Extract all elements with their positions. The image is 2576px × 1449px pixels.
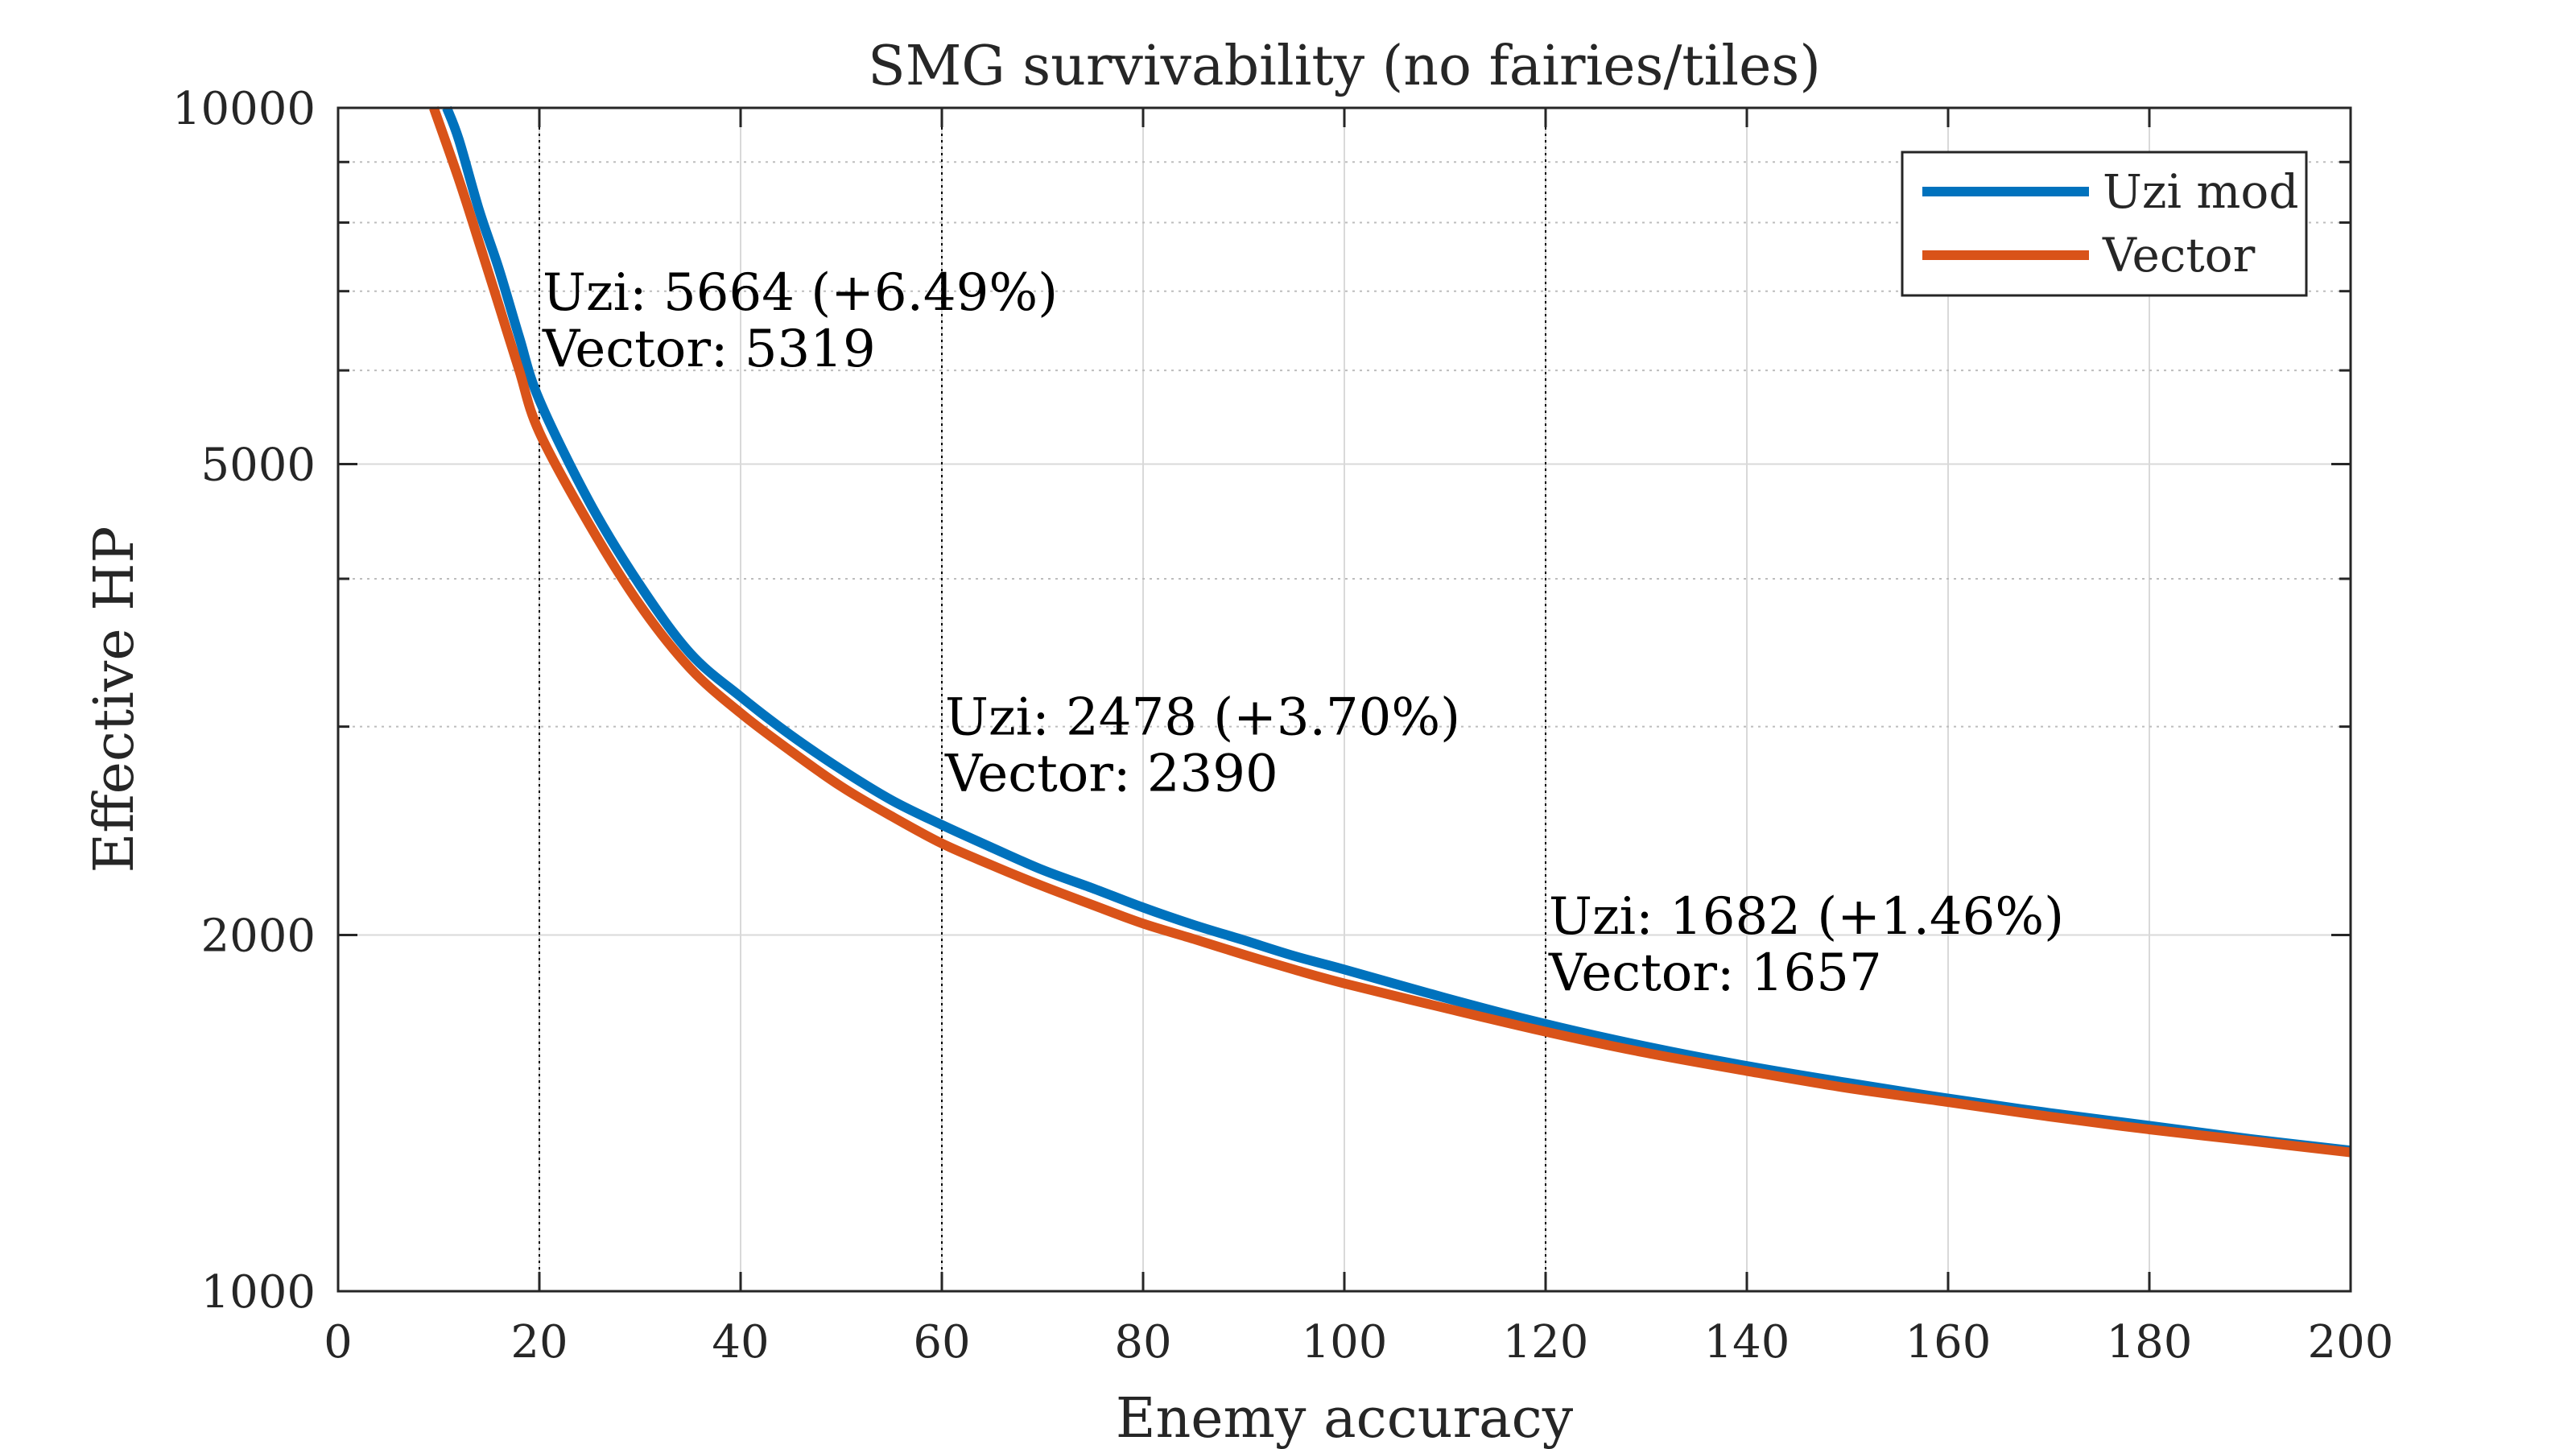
series-line-vector (429, 106, 2351, 1158)
chart-title: SMG survivability (no fairies/tiles) (868, 35, 1821, 98)
x-tick-label: 80 (1114, 1316, 1171, 1368)
x-tick-label: 160 (1905, 1316, 1992, 1368)
y-tick-label: 5000 (200, 440, 316, 492)
ticks: 0 20 40 60 80 100 120 140 160 180 200 1000 2000 5000 1… (172, 83, 2394, 1368)
y-tick-label: 1000 (200, 1266, 316, 1319)
y-tick-label: 10000 (172, 83, 316, 135)
x-tick-label: 100 (1302, 1316, 1388, 1368)
x-tick-label: 60 (913, 1316, 970, 1368)
annotations: Uzi: 5664 (+6.49%)Vector: 5319 Uzi: 2478 … (542, 263, 2064, 1003)
x-tick-label: 120 (1503, 1316, 1589, 1368)
legend-box (1901, 151, 2308, 297)
annotation-vector: Vector: 1657 (1548, 943, 1882, 1003)
legend-label-uzi: Uzi mod (2103, 164, 2298, 219)
x-tick-label: 0 (324, 1316, 353, 1368)
series-lines (429, 105, 2351, 1158)
y-axis-label: Effective HP (83, 526, 147, 873)
annotation-uzi: Uzi: 1682 (+1.46%) (1549, 887, 2064, 947)
x-tick-label: 200 (2308, 1316, 2394, 1368)
annotation-uzi: Uzi: 2478 (+3.70%) (945, 688, 1460, 748)
x-axis-label: Enemy accuracy (1116, 1387, 1574, 1449)
marker-lines (539, 108, 1546, 1291)
annotation-uzi: Uzi: 5664 (+6.49%) (543, 263, 1058, 323)
y-tick-label: 2000 (200, 910, 316, 962)
legend-label-vector: Vector (2102, 228, 2256, 283)
x-tick-label: 140 (1704, 1316, 1790, 1368)
x-tick-label: 40 (712, 1316, 769, 1368)
annotation-vector: Vector: 5319 (542, 320, 876, 379)
annotation-vector: Vector: 2390 (944, 745, 1278, 804)
legend: Uzi mod Vector (1901, 151, 2308, 297)
x-tick-label: 180 (2107, 1316, 2193, 1368)
x-tick-label: 20 (510, 1316, 568, 1368)
